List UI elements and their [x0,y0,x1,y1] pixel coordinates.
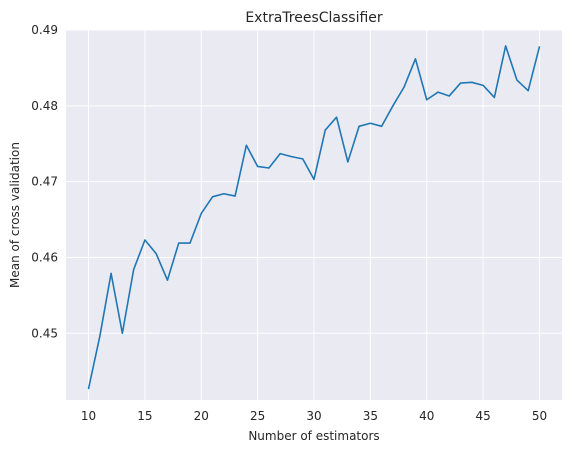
data-point [313,178,315,180]
data-point [99,335,101,337]
x-tick-label: 50 [532,409,547,423]
data-point [392,105,394,107]
data-point [133,268,135,271]
data-point [166,279,169,281]
data-point [482,84,484,86]
data-point [268,167,270,169]
data-point [527,90,529,92]
x-tick-label: 10 [81,409,96,423]
x-tick-label: 20 [194,409,209,423]
x-tick-label: 45 [475,409,490,423]
data-point [516,79,518,81]
data-point [302,158,304,160]
data-point [189,242,191,244]
data-point [324,129,326,131]
data-point [234,195,236,197]
data-point [211,196,214,198]
data-point [505,45,507,47]
data-point [381,125,383,127]
data-point [471,81,473,83]
x-tick-label: 35 [363,409,378,423]
data-point [448,95,450,97]
data-point [403,86,405,88]
data-point [279,152,281,155]
x-tick-label: 25 [250,409,265,423]
y-tick-label: 0.48 [31,99,58,113]
data-point [335,116,338,118]
data-point [358,125,360,127]
x-tick-label: 40 [419,409,434,423]
y-tick-label: 0.47 [31,175,58,189]
data-point [144,239,146,241]
data-point [178,242,180,244]
data-point [426,99,428,101]
y-tick-label: 0.46 [31,250,58,264]
data-points [87,45,541,390]
data-point [437,91,439,93]
data-point [87,388,90,390]
data-point [369,122,371,124]
data-point [200,212,202,215]
data-point [121,332,123,334]
data-point [245,144,247,146]
data-point [257,165,259,168]
chart-title: ExtraTreesClassifier [245,10,383,26]
x-tick-label: 30 [306,409,321,423]
data-point [110,272,112,274]
x-tick-label: 15 [137,409,152,423]
tick-labels: 10 15 20 25 30 35 40 45 50 0.45 0.46 0.47 0.48 0.49 [31,23,547,423]
y-tick-label: 0.45 [31,326,58,340]
data-point [347,161,349,163]
data-point [223,193,225,195]
x-axis-label: Number of estimators [248,429,379,443]
y-axis-label: Mean of cross validation [8,142,22,288]
data-point [538,46,541,48]
data-point [459,82,462,84]
y-tick-label: 0.49 [31,23,58,37]
data-point [290,156,293,158]
data-point [414,58,417,60]
data-point [155,253,157,255]
data-point [493,96,495,99]
